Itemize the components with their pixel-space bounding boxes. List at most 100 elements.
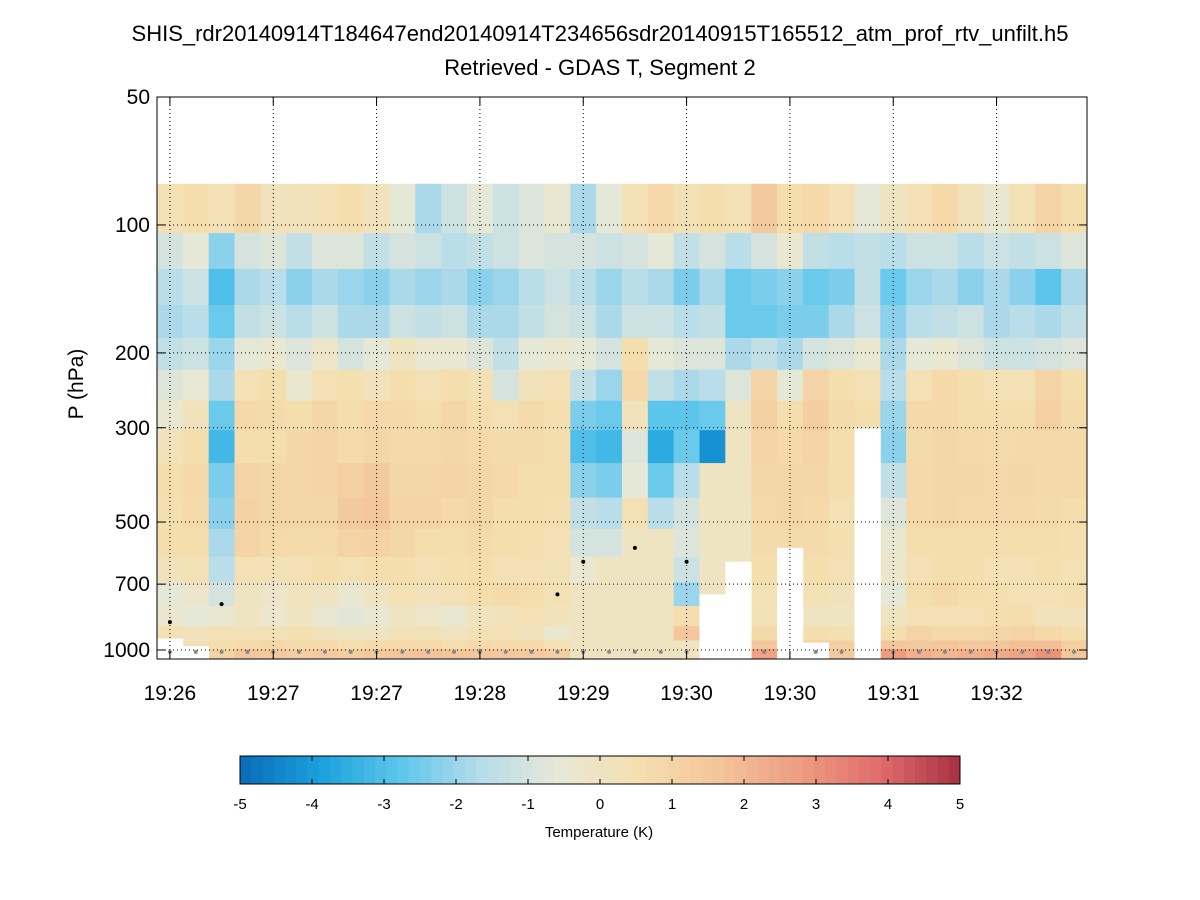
heatmap-cell: [415, 183, 442, 234]
heatmap-cell: [622, 640, 649, 650]
heatmap-cell: [673, 337, 701, 371]
heatmap-cell: [1061, 626, 1087, 642]
heatmap-cell: [725, 528, 752, 558]
heatmap-cell: [208, 268, 236, 306]
heatmap-cell: [957, 268, 985, 306]
heatmap-cell: [751, 183, 778, 234]
x-tick-label: 19:30: [660, 682, 713, 705]
heatmap-cell: [389, 304, 416, 339]
heatmap-cell: [673, 183, 701, 234]
heatmap-cell: [957, 640, 985, 650]
heatmap-cell: [932, 606, 959, 627]
heatmap-cell: [1035, 649, 1062, 659]
surface-marker-black: [684, 559, 689, 564]
colorbar-segment: [701, 756, 713, 784]
heatmap-cell: [699, 233, 726, 270]
heatmap-cell: [286, 369, 313, 402]
heatmap-cell: [1035, 497, 1062, 530]
heatmap-cell: [518, 556, 546, 584]
y-tick-label: 700: [115, 573, 150, 596]
heatmap-cell: [312, 369, 339, 402]
heatmap-cell: [596, 463, 623, 499]
heatmap-cell: [1035, 430, 1062, 464]
colorbar-segment: [600, 756, 612, 784]
heatmap-cell: [957, 528, 985, 558]
heatmap-cell: [389, 233, 416, 270]
heatmap-cell: [596, 556, 623, 584]
heatmap-cell: [622, 649, 649, 659]
heatmap-cell: [828, 649, 856, 659]
heatmap-cell: [389, 463, 416, 499]
colorbar-tick-label: 5: [956, 796, 964, 813]
heatmap-cell: [957, 233, 985, 270]
heatmap-cell: [570, 233, 597, 270]
heatmap-cell: [570, 268, 597, 306]
heatmap-cell: [570, 582, 597, 607]
heatmap-cell: [596, 268, 623, 306]
heatmap-cell: [363, 430, 391, 464]
heatmap-cell: [622, 337, 649, 371]
heatmap-cell: [182, 369, 210, 402]
heatmap-cell: [208, 640, 236, 650]
colorbar-segment: [330, 756, 342, 784]
heatmap-cell: [182, 497, 210, 530]
colorbar-segment: [566, 756, 578, 784]
heatmap-cell: [854, 400, 881, 431]
heatmap-cell: [312, 430, 339, 464]
x-tick-label: 19:27: [350, 682, 403, 705]
heatmap-cell: [647, 233, 675, 270]
heatmap-cell: [518, 463, 546, 499]
heatmap-cell: [441, 463, 468, 499]
heatmap-cell: [751, 463, 778, 499]
surface-marker-black: [555, 592, 560, 597]
heatmap-cell: [518, 497, 546, 530]
heatmap-cell: [337, 640, 365, 650]
colorbar-segment: [341, 756, 353, 784]
heatmap-cell: [1061, 640, 1087, 650]
heatmap-cell: [389, 556, 416, 584]
heatmap-cell: [492, 497, 520, 530]
heatmap-cell: [208, 497, 236, 530]
heatmap-cell: [802, 556, 830, 584]
heatmap-cell: [828, 183, 856, 234]
heatmap-cell: [802, 582, 830, 607]
heatmap-cell: [389, 528, 416, 558]
heatmap-cell: [1009, 649, 1036, 659]
heatmap-cell: [260, 268, 287, 306]
heatmap-cell: [544, 337, 571, 371]
colorbar-segment: [543, 756, 556, 784]
heatmap-cell: [312, 183, 339, 234]
colorbar-segment: [352, 756, 365, 784]
heatmap-cell: [467, 268, 494, 306]
heatmap-cell: [854, 337, 881, 371]
heatmap-cell: [260, 183, 287, 234]
heatmap-cell: [622, 556, 649, 584]
heatmap-cell: [157, 268, 184, 306]
x-tick-label: 19:27: [247, 682, 300, 705]
heatmap-cell: [492, 233, 520, 270]
heatmap-cell: [1061, 582, 1087, 607]
heatmap-cell: [1009, 430, 1036, 464]
heatmap-cell: [777, 463, 804, 499]
heatmap-cell: [182, 430, 210, 464]
heatmap-cell: [286, 268, 313, 306]
heatmap-cell: [467, 233, 494, 270]
heatmap-cell: [260, 463, 287, 499]
heatmap-cell: [854, 268, 881, 306]
colorbar-segment: [521, 756, 533, 784]
surface-marker-black: [581, 559, 586, 564]
heatmap-cell: [363, 463, 391, 499]
heatmap-cell: [854, 369, 881, 402]
heatmap-cell: [492, 337, 520, 371]
heatmap-cell: [725, 400, 752, 431]
heatmap-cell: [337, 233, 365, 270]
heatmap-cell: [544, 497, 571, 530]
heatmap-cell: [1009, 183, 1036, 234]
heatmap-cell: [1061, 337, 1087, 371]
heatmap-cell: [570, 337, 597, 371]
heatmap-cell: [286, 640, 313, 650]
heatmap-cell: [802, 183, 830, 234]
heatmap-cell: [622, 606, 649, 627]
heatmap-cell: [389, 430, 416, 464]
heatmap-cell: [441, 369, 468, 402]
